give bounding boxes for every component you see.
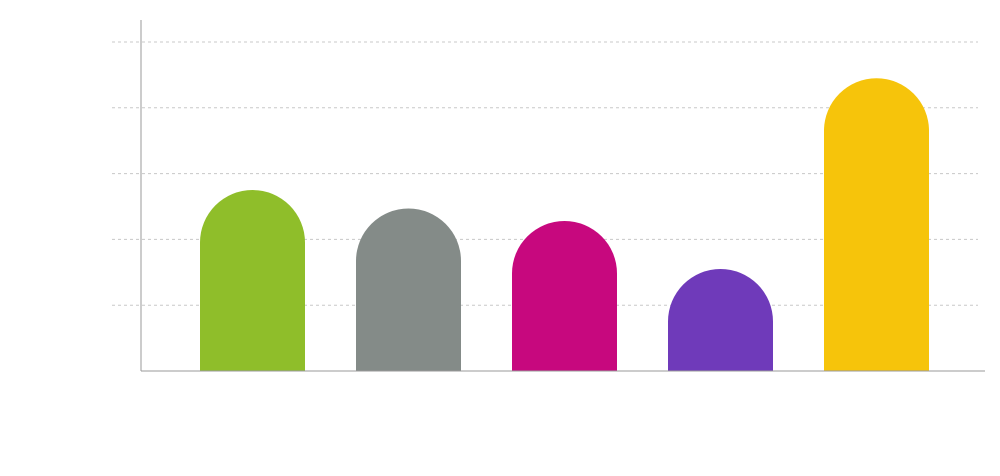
- bar-3: [512, 220, 617, 371]
- bar-1: [200, 190, 305, 371]
- bar-2: [356, 208, 461, 371]
- bar-series: [200, 78, 929, 371]
- bar-4: [668, 269, 773, 371]
- axes: [140, 20, 985, 372]
- bar-5: [824, 78, 929, 371]
